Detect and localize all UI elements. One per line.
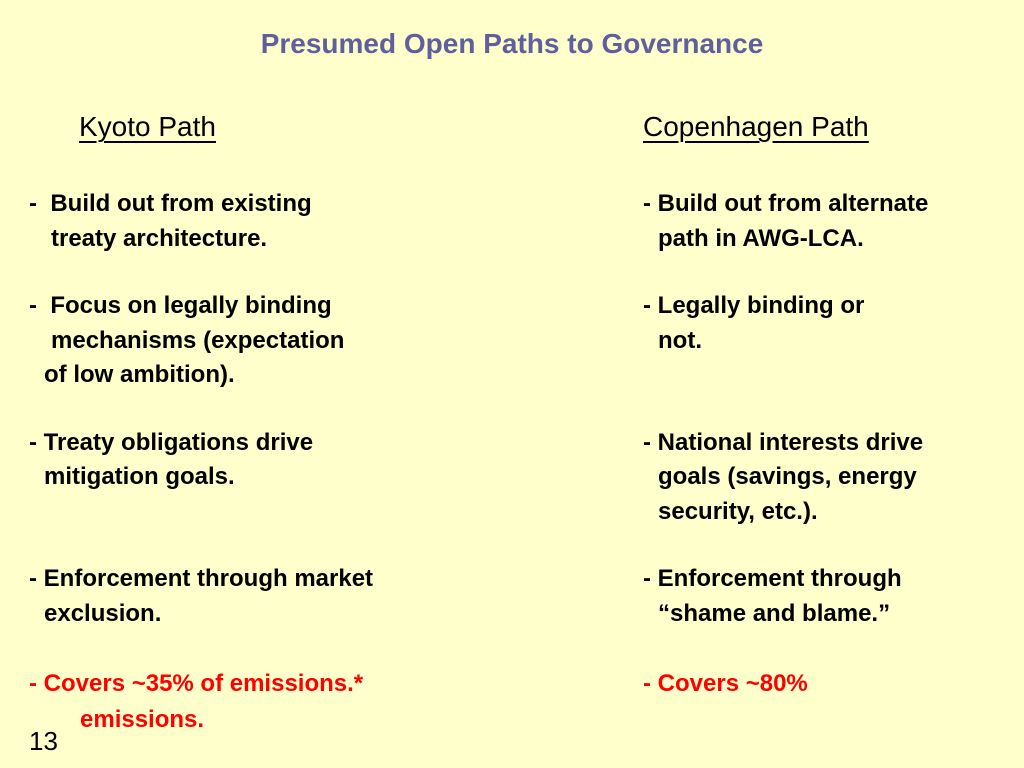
kyoto-line-2: treaty architecture.	[51, 225, 268, 252]
kyoto-line-9: exclusion.	[44, 600, 162, 627]
copenhagen-line-2: path in AWG-LCA.	[658, 225, 864, 252]
copenhagen-line-6: goals (savings, energy	[658, 463, 917, 490]
copenhagen-line-4: not.	[658, 327, 702, 354]
kyoto-path-heading: Kyoto Path	[79, 111, 216, 142]
kyoto-line-4: mechanisms (expectation	[51, 327, 345, 354]
page-number: 13	[29, 726, 58, 756]
copenhagen-line-3: - Legally binding or	[643, 292, 865, 319]
copenhagen-line-9: “shame and blame.”	[658, 600, 891, 627]
copenhagen-line-1: - Build out from alternate	[643, 190, 929, 217]
kyoto-line-7: mitigation goals.	[44, 463, 235, 490]
kyoto-coverage-continuation: emissions.	[80, 706, 205, 733]
copenhagen-line-8: - Enforcement through	[643, 565, 902, 592]
copenhagen-coverage-line: - Covers ~80%	[643, 670, 808, 697]
kyoto-line-8: - Enforcement through market	[29, 565, 374, 592]
copenhagen-path-heading: Copenhagen Path	[643, 111, 869, 142]
kyoto-line-1: - Build out from existing	[29, 190, 312, 217]
slide-title: Presumed Open Paths to Governance	[260, 28, 764, 59]
kyoto-line-5: of low ambition).	[44, 361, 235, 388]
kyoto-coverage-line: - Covers ~35% of emissions.*	[29, 670, 364, 697]
kyoto-line-6: - Treaty obligations drive	[29, 429, 314, 456]
copenhagen-line-5: - National interests drive	[643, 429, 924, 456]
kyoto-line-3: - Focus on legally binding	[29, 292, 332, 319]
copenhagen-line-7: security, etc.).	[658, 498, 818, 525]
